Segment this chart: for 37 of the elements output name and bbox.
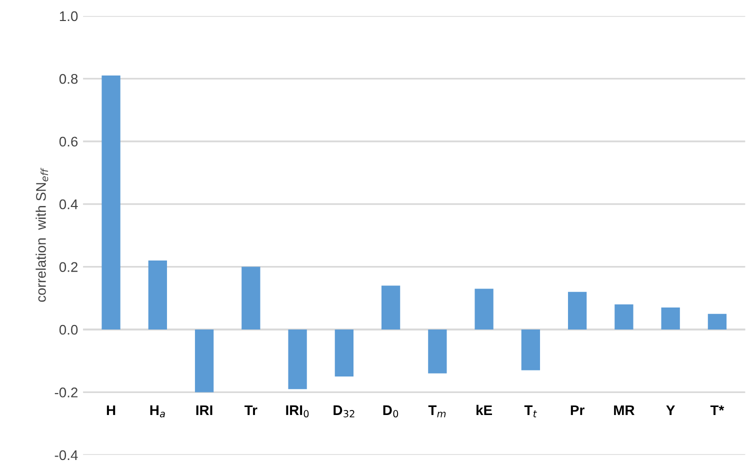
x-tick-label: MR <box>614 405 634 415</box>
bar <box>708 314 727 330</box>
x-tick-label: D$_{32}$ <box>334 405 354 418</box>
y-tick-label: 1.0 <box>60 11 78 22</box>
x-tick-label: IRI <box>196 405 212 415</box>
bar <box>334 330 354 377</box>
bar <box>194 330 214 392</box>
x-tick-label: T* <box>710 405 724 415</box>
x-tick-label: T$_{m}$ <box>428 405 446 418</box>
x-tick-label: IRI$_{0}$ <box>286 405 309 418</box>
x-tick-label: H$_{a}$ <box>150 405 165 418</box>
x-tick-label: Pr <box>570 405 584 415</box>
bar <box>148 260 167 330</box>
y-tick-label: 0.6 <box>59 136 78 147</box>
y-tick-label: 0.2 <box>59 262 78 272</box>
x-tick-label: Tr <box>244 405 258 415</box>
bar <box>428 330 447 374</box>
bar <box>521 330 540 370</box>
y-tick-label: -0.4 <box>54 450 78 460</box>
bar <box>661 308 680 330</box>
x-tick-label: H <box>106 405 116 415</box>
bar <box>288 330 307 390</box>
y-tick-label: -0.2 <box>54 388 78 398</box>
y-axis-title: correlation with SN$_{eff}$ <box>36 168 48 302</box>
y-tick-label: 0.8 <box>59 74 78 84</box>
y-tick-label: 0.4 <box>59 199 78 210</box>
x-tick-label: Y <box>666 405 675 415</box>
x-tick-label: D$_{0}$ <box>383 405 398 418</box>
y-tick-label: 0.0 <box>59 324 78 335</box>
bar <box>102 76 120 330</box>
bar <box>242 266 260 330</box>
bar <box>474 288 494 330</box>
x-tick-label: kE <box>476 404 492 415</box>
x-tick-label: T$_{t}$ <box>524 405 537 418</box>
bar <box>568 292 587 330</box>
bar <box>381 286 400 330</box>
bar <box>614 304 634 330</box>
